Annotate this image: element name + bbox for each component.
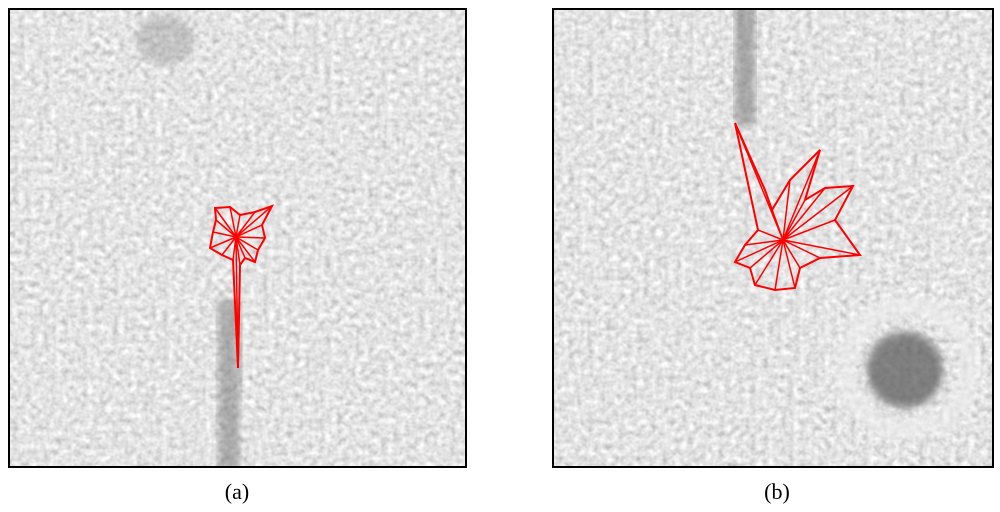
figure: (a) (b) xyxy=(0,0,1000,512)
contour-spoke xyxy=(236,237,265,238)
caption: (a) xyxy=(225,479,249,504)
page: (a) (b) (() => { const data = JSON.parse… xyxy=(0,0,1000,512)
crater xyxy=(867,332,943,408)
caption: (b) xyxy=(764,479,790,504)
dark-spot xyxy=(135,15,195,65)
dark-streak xyxy=(735,5,755,125)
